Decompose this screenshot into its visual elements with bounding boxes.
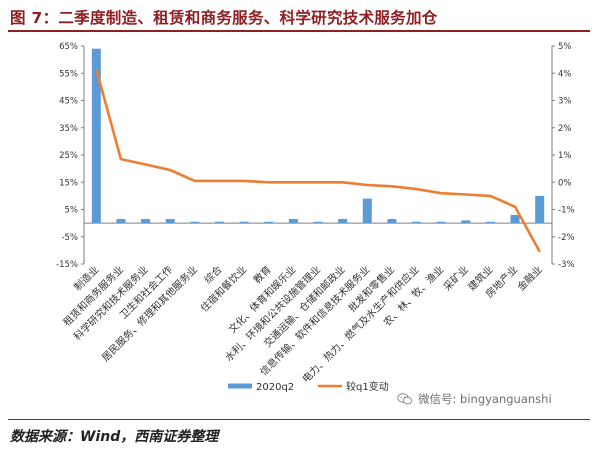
bar bbox=[214, 221, 224, 224]
bar bbox=[362, 198, 372, 224]
legend-line-label: 较q1变动 bbox=[346, 380, 389, 393]
right-tick-label: -2% bbox=[558, 233, 575, 243]
right-tick-label: 5% bbox=[558, 42, 572, 52]
bar bbox=[116, 219, 126, 224]
watermark: 微信号: bingyanguanshi bbox=[418, 392, 552, 406]
left-tick-label: 55% bbox=[59, 69, 78, 79]
left-tick-label: 35% bbox=[59, 124, 78, 134]
bar bbox=[288, 219, 298, 224]
left-tick-label: 5% bbox=[65, 206, 79, 216]
bar bbox=[436, 221, 446, 224]
legend-bar-swatch bbox=[228, 383, 252, 389]
bar bbox=[239, 221, 249, 224]
category-label: 综合 bbox=[201, 263, 224, 286]
left-tick-label: 15% bbox=[59, 178, 78, 188]
left-tick-label: 65% bbox=[59, 42, 78, 52]
category-label: 住宿和餐饮业 bbox=[198, 263, 250, 315]
bar bbox=[387, 219, 397, 224]
right-tick-label: 2% bbox=[558, 124, 572, 134]
footer-rule bbox=[8, 419, 590, 420]
category-label: 采矿业 bbox=[441, 263, 471, 293]
bar bbox=[190, 221, 200, 224]
wechat-icon bbox=[397, 393, 413, 405]
left-tick-label: 45% bbox=[59, 97, 78, 107]
line-series bbox=[95, 68, 541, 253]
right-tick-label: 4% bbox=[558, 69, 572, 79]
bar bbox=[91, 48, 101, 224]
left-tick-label: -15% bbox=[56, 260, 78, 270]
bar bbox=[165, 219, 175, 224]
bar bbox=[141, 219, 151, 224]
bar bbox=[485, 221, 495, 224]
category-label: 教育 bbox=[251, 263, 274, 286]
left-tick-label: -5% bbox=[61, 233, 78, 243]
right-tick-label: 1% bbox=[558, 151, 572, 161]
source-note: 数据来源：Wind，西南证券整理 bbox=[10, 429, 219, 445]
bar bbox=[510, 214, 520, 224]
right-tick-label: -1% bbox=[558, 206, 575, 216]
bar bbox=[461, 220, 471, 224]
chart: 65% 55% 45% 35% 25% 15% 5% -5% -15% 5% 4% 3% 2% 1% 0% -… bbox=[56, 42, 575, 393]
category-label: 金融业 bbox=[514, 263, 544, 293]
bar bbox=[313, 221, 323, 224]
left-tick-label: 25% bbox=[59, 151, 78, 161]
right-tick-label: -3% bbox=[558, 260, 575, 270]
bar bbox=[338, 219, 348, 224]
right-tick-label: 0% bbox=[558, 178, 572, 188]
figure-title: 图 7：二季度制造、租赁和商务服务、科学研究技术服务加仓 bbox=[10, 9, 438, 27]
title-rule bbox=[8, 30, 590, 32]
bar bbox=[264, 221, 274, 224]
bar bbox=[535, 195, 545, 224]
right-tick-label: 3% bbox=[558, 97, 572, 107]
bar bbox=[412, 221, 422, 224]
legend-bar-label: 2020q2 bbox=[256, 382, 294, 393]
